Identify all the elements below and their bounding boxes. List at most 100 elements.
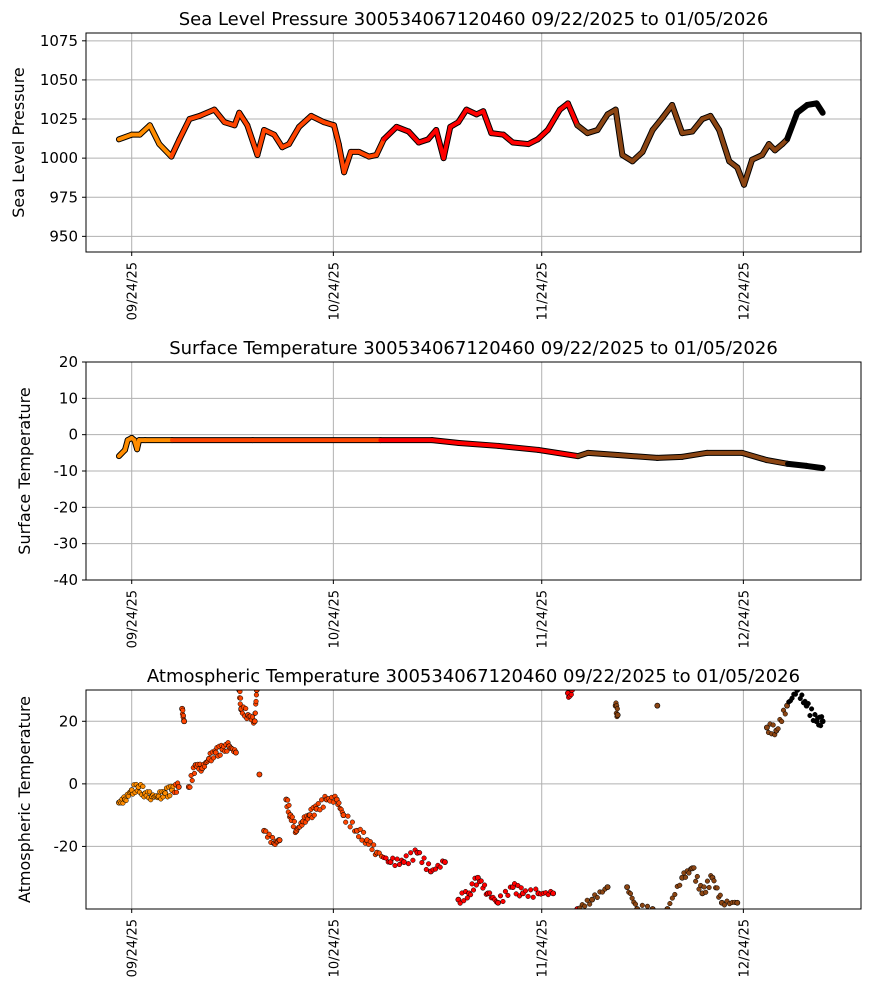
series-segment <box>670 102 685 136</box>
data-point-fill <box>528 887 534 893</box>
series-segment <box>814 101 825 115</box>
series-segment <box>785 461 809 468</box>
series-segment <box>381 124 399 142</box>
axes-frame <box>85 32 862 253</box>
data-point <box>495 899 501 906</box>
data-point-fill <box>289 814 295 820</box>
data-point-fill <box>627 891 633 897</box>
series-segment <box>177 117 192 142</box>
data-point-fill <box>317 807 323 813</box>
y-tick-label: -30 <box>54 535 79 553</box>
series-segment <box>535 127 550 142</box>
series-segment <box>510 140 531 147</box>
series-segment <box>742 157 755 187</box>
data-point-fill <box>410 857 416 863</box>
data-point-fill <box>779 718 785 725</box>
data-point <box>387 859 394 865</box>
series-segment <box>496 443 541 452</box>
data-point-fill <box>123 797 129 804</box>
data-point <box>634 906 641 909</box>
series-segment <box>650 115 665 132</box>
data-point-fill <box>473 882 479 888</box>
series-segment <box>309 113 326 125</box>
data-point <box>624 884 630 890</box>
data-point-fill <box>775 726 781 732</box>
series-segment <box>374 137 386 158</box>
data-point-fill <box>253 698 259 704</box>
data-point-fill <box>809 706 815 712</box>
data-point <box>589 896 596 903</box>
data-point <box>604 884 611 890</box>
series-segment <box>255 127 267 158</box>
y-tick-label: -20 <box>54 498 79 516</box>
data-point-fill <box>632 901 639 907</box>
data-point-fill <box>290 824 296 830</box>
data-point-fill <box>361 829 367 835</box>
data-point-fill <box>497 893 504 899</box>
data-point-fill <box>637 911 642 916</box>
series-segment <box>441 124 453 161</box>
data-point-fill <box>482 882 488 888</box>
data-point-fill <box>522 888 529 894</box>
series-segment <box>336 142 347 175</box>
data-point-fill <box>269 834 276 841</box>
data-point-fill <box>285 797 291 803</box>
data-point-fill <box>421 855 427 861</box>
x-tick-label: 11/24/25 <box>536 919 551 977</box>
series-segment <box>565 101 580 128</box>
data-point-fill <box>639 902 645 908</box>
data-point-fill <box>426 861 432 867</box>
series-segment <box>660 102 675 120</box>
data-point-fill <box>782 711 788 717</box>
data-point-fill <box>683 874 689 880</box>
chart-title: Surface Temperature 300534067120460 09/2… <box>169 338 778 359</box>
data-point-fill <box>643 910 648 915</box>
data-point-fill <box>383 855 389 861</box>
data-point-fill <box>311 812 317 818</box>
data-point-fill <box>140 783 146 790</box>
data-point-fill <box>437 864 443 870</box>
series-segment <box>615 453 660 460</box>
data-point-fill <box>644 903 651 909</box>
data-point-fill <box>714 885 720 891</box>
data-point-fill <box>315 801 321 807</box>
series-segment <box>481 109 494 136</box>
data-point-fill <box>805 701 811 707</box>
data-point <box>819 718 826 725</box>
data-point-fill <box>648 908 652 909</box>
y-axis-label: Surface Temperature <box>15 387 34 554</box>
x-tick-label: 11/24/25 <box>536 590 551 648</box>
series-segment <box>655 454 685 460</box>
data-point-fill <box>711 878 717 884</box>
series-segment <box>575 123 590 136</box>
y-tick-label: 1075 <box>40 32 78 50</box>
data-point-fill <box>706 884 712 891</box>
data-point-fill <box>423 866 429 873</box>
data-point-fill <box>286 802 292 808</box>
data-point-fill <box>224 748 230 754</box>
data-point-fill <box>210 755 217 761</box>
data-point <box>654 702 661 709</box>
x-tick-label: 11/24/25 <box>536 262 551 320</box>
data-point <box>175 784 182 790</box>
data-point-fill <box>667 901 673 907</box>
y-tick-label: 1025 <box>40 110 78 128</box>
plot-area <box>116 690 826 916</box>
data-point-fill <box>419 859 425 866</box>
series-segment <box>545 107 562 132</box>
data-point-fill <box>518 885 524 891</box>
series-segment <box>804 463 825 471</box>
data-point-fill <box>349 819 355 825</box>
y-tick-label: 20 <box>59 353 78 371</box>
data-point-fill <box>147 789 153 795</box>
series-segment <box>342 149 353 175</box>
data-point-fill <box>478 878 484 884</box>
data-point-fill <box>469 881 475 887</box>
series-segment <box>690 117 705 134</box>
subplot-3: -20 0 20 09/24/25 10/24/25 11/24/25 12/24/25 At… <box>15 666 862 977</box>
y-tick-label: -10 <box>54 462 79 480</box>
series-segment <box>760 142 771 158</box>
series-segment <box>169 137 182 159</box>
y-tick-label: -40 <box>54 571 79 589</box>
